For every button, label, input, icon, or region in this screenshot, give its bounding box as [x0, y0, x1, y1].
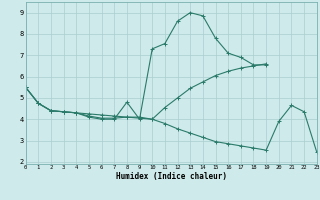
- X-axis label: Humidex (Indice chaleur): Humidex (Indice chaleur): [116, 172, 227, 181]
